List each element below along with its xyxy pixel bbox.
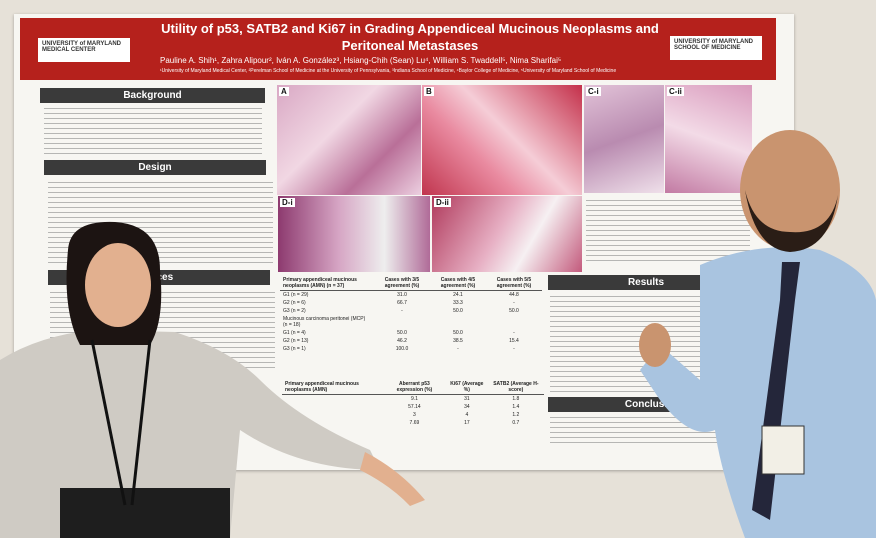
table-cell: G3 (n = 2) (283, 308, 306, 314)
table-header-cell: SATB2 (Average H-score) (487, 380, 544, 395)
person-beard (745, 190, 838, 252)
table-row: G1 (n = 29) 31.0 24.1 44.8 (280, 291, 542, 300)
table-cell: G1 (n = 29) (283, 292, 309, 298)
table-cell: 66.7 (397, 300, 407, 306)
table-header-row: Primary appendiceal mucinous neoplasms (… (280, 276, 542, 291)
histology-image: C-ii (665, 85, 752, 193)
panel-label: A (279, 87, 289, 96)
table-cell: 31.0 (397, 292, 407, 298)
table-cell: 34 (464, 404, 470, 410)
poster-title: Utility of p53, SATB2 and Ki67 in Gradin… (161, 21, 659, 53)
table-cell: 38.5 (453, 338, 463, 344)
table-cell: 17 (464, 420, 470, 426)
table-cell: G2 (n = 13) (283, 338, 309, 344)
results-table: Primary appendiceal mucinous neoplasms (… (282, 380, 544, 427)
table-cell: G2 (n = 6) (283, 300, 306, 306)
lanyard (90, 339, 127, 506)
table-header-cell: Cases with 3/5 agreement (%) (374, 276, 430, 291)
table-cell: - (513, 346, 515, 352)
table-cell: 50.0 (453, 330, 463, 336)
table-cell: 0.7 (512, 420, 520, 426)
table-cell: 31 (464, 396, 470, 402)
table-cell: G3 (n = 1) (283, 346, 306, 352)
table-row: 57.14 34 1.4 (282, 403, 544, 411)
histology-image: B (422, 85, 582, 195)
table-row: G2 (n = 6) 66.7 33.3 - (280, 299, 542, 307)
table-row: G2 (n = 13) 46.2 38.5 15.4 (280, 337, 542, 345)
poster-header: UNIVERSITY of MARYLAND MEDICAL CENTER UN… (20, 18, 776, 80)
table-cell: 100.0 (395, 346, 409, 352)
table-cell: - (401, 308, 403, 314)
table-cell: Mucinous carcinoma peritonei (MCP) (n = … (283, 316, 366, 328)
table-cell: 50.0 (509, 308, 519, 314)
lanyard (130, 339, 152, 506)
table-cell: - (513, 330, 515, 336)
histology-image: D-i (278, 196, 430, 272)
histology-image: C-i (584, 85, 664, 193)
table-header-cell: Cases with 5/5 agreement (%) (485, 276, 542, 291)
table-cell: 1.2 (512, 412, 520, 418)
table-row: 9.1 31 1.8 (282, 395, 544, 404)
table-cell: 1.4 (512, 404, 520, 410)
table-header-cell: Primary appendiceal mucinous neoplasms (… (282, 380, 383, 395)
person-face (740, 130, 840, 250)
table-row: 3 4 1.2 (282, 411, 544, 419)
results-table: Primary appendiceal mucinous neoplasms (… (280, 276, 542, 353)
affiliations: ¹University of Maryland Medical Center, … (160, 68, 617, 74)
table: Primary appendiceal mucinous neoplasms (… (282, 380, 544, 427)
table-row: G3 (n = 2) - 50.0 50.0 (280, 307, 542, 315)
table-cell: - (457, 346, 459, 352)
table-header-cell: Cases with 4/5 agreement (%) (429, 276, 486, 291)
histology-image: D-ii (432, 196, 582, 272)
person-pants (60, 488, 230, 538)
table-cell: 50.0 (397, 330, 407, 336)
id-badge (761, 425, 805, 475)
table-row: 7.69 17 0.7 (282, 419, 544, 427)
table-header-cell: Ki67 (Average %) (446, 380, 488, 395)
panel-label: D-ii (434, 198, 451, 207)
table-cell: 33.3 (453, 300, 463, 306)
table-cell: 57.14 (408, 404, 421, 410)
panel-label: C-ii (667, 87, 684, 96)
table-row: Mucinous carcinoma peritonei (MCP) (n = … (280, 315, 542, 329)
panel-label: D-i (280, 198, 295, 207)
table-cell: 44.8 (509, 292, 519, 298)
person-shirt (640, 247, 876, 538)
logo: UNIVERSITY of MARYLAND MEDICAL CENTER (38, 38, 130, 62)
table-cell: 9.1 (410, 396, 418, 402)
panel-label: B (424, 87, 434, 96)
section-heading: Design (44, 160, 266, 175)
person-hand (360, 452, 425, 506)
table-cell: - (513, 300, 515, 306)
table-cell: 24.1 (453, 292, 463, 298)
body-text (44, 106, 262, 156)
table-cell: 15.4 (509, 338, 519, 344)
table-row: G1 (n = 4) 50.0 50.0 - (280, 329, 542, 337)
histology-image: A (277, 85, 421, 195)
table: Primary appendiceal mucinous neoplasms (… (280, 276, 542, 353)
panel-label: C-i (586, 87, 601, 96)
table-header-cell: Primary appendiceal mucinous neoplasms (… (280, 276, 374, 291)
table-cell: 50.0 (453, 308, 463, 314)
table-header-row: Primary appendiceal mucinous neoplasms (… (282, 380, 544, 395)
table-cell: 7.69 (409, 420, 420, 426)
table-cell: G1 (n = 4) (283, 330, 306, 336)
section-heading: Results (548, 275, 744, 290)
table-cell: 3 (413, 412, 416, 418)
person-face (85, 243, 151, 327)
table-header-cell: Aberrant p53 expression (%) (382, 380, 447, 395)
section-heading: Background (40, 88, 265, 103)
table-cell: 4 (465, 412, 469, 418)
authors: Pauline A. Shih¹, Zahra Alipour², Iván A… (160, 56, 562, 65)
figure-caption (586, 198, 750, 264)
person-hand (639, 323, 671, 367)
table-cell: 1.8 (512, 396, 520, 402)
table-cell: 46.2 (397, 338, 407, 344)
logo: UNIVERSITY of MARYLAND SCHOOL OF MEDICIN… (670, 36, 762, 60)
table-row: G3 (n = 1) 100.0 - - (280, 345, 542, 353)
person-shirt (0, 330, 380, 538)
